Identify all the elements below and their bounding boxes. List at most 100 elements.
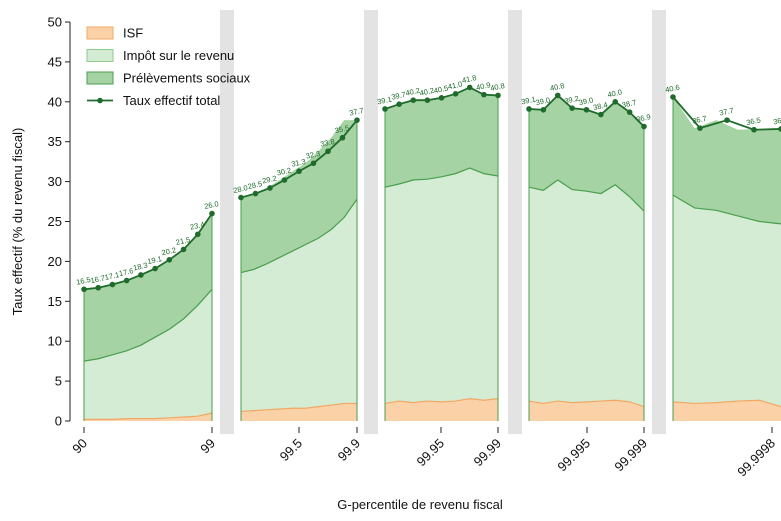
panel-5: 40.6 36.7 37.7 36.5 36.6: [664, 83, 781, 421]
total-rate-data-label: 19.1: [147, 254, 163, 266]
total-rate-point: [466, 84, 473, 91]
total-rate-data-label: 40.5: [433, 83, 449, 95]
total-rate-point: [778, 126, 781, 132]
total-rate-point: [724, 117, 730, 123]
isf-area: [241, 403, 357, 421]
panel-gap-2: [364, 10, 378, 434]
legend-swatch-impot: [86, 49, 114, 62]
isf-area: [673, 400, 781, 421]
prelevements-sociaux-area: [529, 95, 644, 212]
isf-edge: [528, 399, 645, 408]
y-tick-label: 25: [48, 214, 62, 229]
y-tick-label: 15: [48, 294, 62, 309]
y-tick-label: 0: [55, 414, 62, 429]
total-rate-point: [166, 257, 173, 263]
legend-swatch-isf: [86, 26, 114, 40]
prelevements-sociaux-area: [385, 87, 498, 188]
panel-4: 39.139.040.839.239.038.440.038.736.9: [520, 81, 652, 421]
total-rate-point: [697, 125, 703, 131]
panel-gaps: [220, 10, 666, 434]
panel-3: 39.139.740.240.240.541.041.840.940.8: [376, 73, 506, 421]
total-rate-data-label: 40.6: [664, 83, 680, 95]
total-rate-point: [238, 194, 244, 201]
total-rate-point: [339, 134, 346, 141]
panel-gap-4: [652, 10, 666, 434]
total-rate-point: [424, 97, 431, 104]
total-rate-data-label: 40.9: [475, 80, 491, 92]
total-rate-point: [410, 97, 417, 104]
x-tick-label: 99.999: [611, 436, 650, 475]
total-rate-data-label: 39.2: [564, 94, 580, 106]
legend-label-prelevements: Prélèvements sociaux: [123, 71, 251, 86]
total-rate-data-label: 40.2: [419, 86, 435, 98]
x-tick-label: 99.5: [277, 436, 306, 465]
x-tick-label: 99.9998: [734, 436, 778, 480]
total-rate-point: [296, 168, 302, 175]
total-rate-data-label: 37.7: [718, 106, 734, 118]
total-rate-data-label: 41.0: [447, 79, 463, 91]
total-rate-data-label: 17.1: [104, 270, 120, 282]
impot-revenu-area: [241, 199, 357, 412]
panel-1: 16.516.717.117.618.319.120.221.5 23.4 26.0: [75, 199, 220, 421]
panel-2: 28.028.529.230.231.332.333.8 35.5 37.7: [232, 106, 365, 421]
total-rate-point: [354, 117, 360, 123]
x-axis: 90 99 99.5 99.9 99.95 99.99 99.995 99.999 99.999…: [69, 427, 778, 512]
isf-area: [385, 398, 498, 421]
total-rate-data-label: 36.7: [691, 114, 707, 126]
total-rate-data-label: 31.3: [290, 157, 306, 169]
total-rate-data-label: 38.7: [621, 98, 637, 110]
total-rate-point: [569, 105, 575, 111]
total-rate-point: [481, 91, 487, 98]
total-rate-point: [382, 106, 388, 112]
total-rate-data-label: 35.5: [334, 123, 350, 135]
isf-edge: [672, 399, 781, 408]
panel-gap-1: [220, 10, 234, 434]
x-tick-label: 90: [69, 436, 90, 457]
y-tick-label: 45: [48, 54, 62, 69]
total-rate-point: [123, 277, 130, 284]
total-rate-data-label: 36.6: [772, 115, 781, 127]
y-tick-label: 50: [48, 15, 62, 30]
total-rate-point: [612, 99, 619, 105]
total-rate-data-label: 40.8: [489, 81, 505, 93]
total-rate-point: [209, 210, 215, 217]
y-tick-label: 35: [48, 134, 62, 149]
total-rate-data-label: 39.0: [535, 95, 551, 107]
total-rate-point: [95, 284, 102, 291]
isf-area: [84, 413, 212, 421]
total-rate-data-label: 17.6: [118, 266, 134, 278]
total-rate-point: [670, 94, 676, 100]
total-rate-point: [252, 190, 259, 197]
y-tick-label: 30: [48, 174, 62, 189]
total-rate-data-label: 41.8: [461, 73, 477, 85]
legend-label-impot: Impôt sur le revenu: [123, 48, 234, 63]
impot-revenu-area: [673, 195, 781, 407]
y-tick-label: 40: [48, 94, 62, 109]
legend-label-isf: ISF: [123, 26, 143, 41]
total-rate-data-label: 16.7: [90, 273, 106, 285]
total-rate-data-label: 33.8: [319, 137, 335, 149]
total-rate-data-label: 20.2: [161, 245, 177, 257]
total-rate-point: [267, 185, 273, 191]
y-axis: 0 5 10 15 20 25 30 35 40 45 50 Taux effectif (% du …: [10, 15, 71, 429]
total-rate-point: [583, 106, 590, 113]
total-rate-point: [281, 177, 288, 183]
isf-area: [529, 400, 644, 421]
total-rate-data-label: 30.2: [276, 166, 292, 178]
impot-revenu-edge: [240, 198, 358, 274]
total-rate-data-label: 39.0: [578, 95, 594, 107]
total-rate-point: [152, 265, 158, 272]
total-rate-point: [626, 109, 633, 115]
total-rate-data-label: 29.2: [261, 174, 277, 186]
total-rate-data-label: 18.3: [132, 261, 148, 273]
impot-revenu-edge: [672, 194, 781, 225]
y-tick-label: 5: [55, 374, 62, 389]
x-axis-title: G-percentile de revenu fiscal: [337, 497, 503, 512]
impot-revenu-edge: [83, 288, 213, 362]
impot-revenu-area: [529, 180, 644, 407]
total-rate-point: [180, 246, 187, 253]
total-rate-line: [83, 213, 213, 291]
total-rate-data-label: 26.0: [203, 199, 219, 211]
total-rate-point: [452, 91, 459, 97]
